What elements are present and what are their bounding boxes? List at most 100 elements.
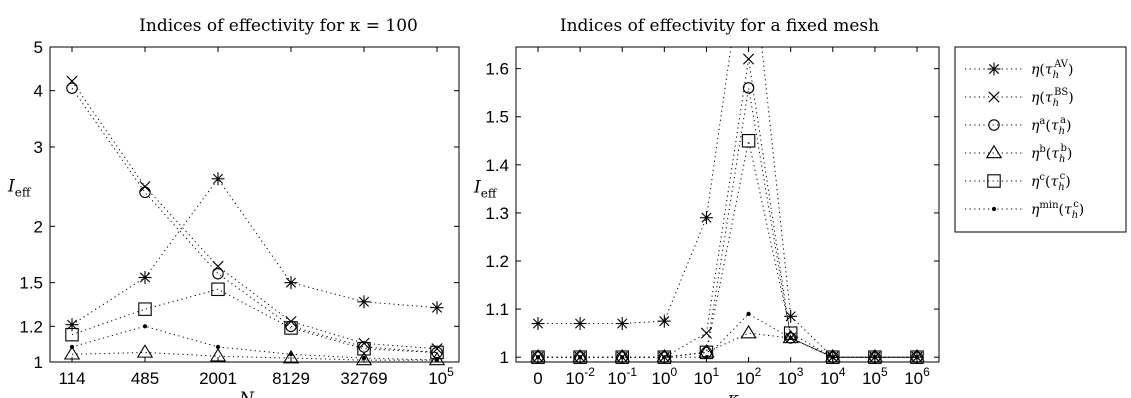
legend-arg: τ <box>1050 174 1058 190</box>
marker-circle <box>139 186 151 199</box>
legend-marker <box>991 206 997 212</box>
legend-label: η(τhBS) <box>1031 87 1074 109</box>
marker-square <box>138 302 152 316</box>
legend-label: ηa(τha) <box>1031 115 1071 137</box>
data-point <box>699 211 713 225</box>
marker-triangle <box>908 348 926 363</box>
data-point <box>571 348 589 363</box>
legend-base: η <box>1031 146 1040 162</box>
marker-triangle <box>866 348 884 363</box>
marker-stroke <box>742 53 755 65</box>
tick-base: 10 <box>607 369 626 388</box>
marker-square <box>615 350 629 364</box>
series-min-h-c <box>535 311 920 360</box>
y-tick-label: 1 <box>500 348 509 367</box>
x-tick-label: 106 <box>904 365 930 388</box>
series-line <box>538 140 917 358</box>
legend-paren: ( <box>1045 118 1050 134</box>
data-point <box>620 355 625 360</box>
y-tick-label: 1.5 <box>485 108 509 127</box>
tick-exponent: 3 <box>797 365 804 379</box>
axis-label-subscript: eff <box>15 186 32 200</box>
tick-exponent: 1 <box>713 365 720 379</box>
legend-paren: ) <box>1079 202 1084 218</box>
data-point <box>529 348 547 363</box>
tick-base: 10 <box>736 369 755 388</box>
data-point <box>138 270 152 284</box>
y-tick-label: 1.1 <box>485 300 509 319</box>
y-tick-label: 1.5 <box>19 274 43 293</box>
legend-arg-sub: h <box>1059 126 1065 137</box>
legend-arg: τ <box>1051 146 1059 162</box>
legend-paren: ( <box>1039 90 1044 106</box>
data-point <box>285 320 297 333</box>
y-tick-label: 4 <box>34 82 43 101</box>
data-point <box>138 302 152 316</box>
legend-label: ηc(τhc) <box>1031 171 1071 193</box>
marker-stroke <box>659 316 670 327</box>
x-tick-label: 2001 <box>199 369 237 388</box>
x-tick-label: 102 <box>736 365 762 388</box>
series-line <box>71 80 438 350</box>
marker-triangle <box>740 324 757 339</box>
legend-arg-sub: h <box>1053 70 1059 81</box>
legend-paren: ( <box>1059 202 1064 218</box>
marker-circle <box>66 82 78 94</box>
legend-arg-sup: c <box>1073 199 1079 210</box>
data-point <box>657 314 671 328</box>
axis-label-subscript: eff <box>481 187 498 201</box>
data-point <box>741 134 756 148</box>
marker-dot <box>746 311 751 317</box>
legend-arg-sup: c <box>1060 171 1066 182</box>
tick-base: 10 <box>778 369 797 388</box>
marker-dot <box>215 344 221 350</box>
data-point <box>282 349 300 364</box>
marker-triangle <box>529 348 547 363</box>
data-point <box>357 342 371 356</box>
y-axis-label: Ieff <box>7 177 32 200</box>
x-tick-label: 114 <box>58 369 85 388</box>
tick-exponent: -2 <box>584 365 595 379</box>
legend-arg: τ <box>1064 202 1072 218</box>
marker-stroke <box>785 311 796 322</box>
marker-stroke <box>617 318 628 329</box>
legend-box <box>954 46 1127 233</box>
tick-base: 10 <box>904 369 923 388</box>
marker-dot <box>434 357 440 363</box>
data-point <box>69 344 75 350</box>
legend-sup: b <box>1039 144 1045 155</box>
data-point <box>531 350 545 364</box>
marker-triangle <box>985 144 1003 159</box>
y-tick-label: 5 <box>34 38 43 57</box>
axis-label-base: I <box>473 178 481 198</box>
data-point <box>746 311 751 317</box>
marker-stroke <box>700 327 713 339</box>
data-point <box>136 344 154 358</box>
series-line <box>71 177 438 326</box>
legend-entry-asterisk: η(τhAV) <box>965 59 1073 81</box>
data-point <box>63 346 81 360</box>
marker-circle <box>988 119 1000 131</box>
series-min-h-c <box>69 324 440 363</box>
series-h-av <box>65 172 444 332</box>
legend-base: η <box>1031 90 1040 106</box>
legend-paren: ( <box>1046 146 1051 162</box>
axis-label-base: N <box>238 389 255 398</box>
chart-title: Indices of effectivity for κ = 100 <box>139 16 418 36</box>
marker-dot <box>991 206 997 212</box>
data-point <box>742 53 755 65</box>
legend-marker <box>987 62 1001 76</box>
data-point <box>614 348 631 363</box>
data-point <box>782 329 799 344</box>
marker-dot <box>620 355 625 360</box>
data-point <box>872 355 877 360</box>
series-line <box>538 47 917 358</box>
y-axis-label: Ieff <box>473 178 498 201</box>
data-point <box>573 317 587 331</box>
x-tick-label: 485 <box>131 369 159 388</box>
marker-triangle <box>614 348 631 363</box>
data-point <box>914 355 920 360</box>
marker-dot <box>69 344 75 350</box>
tick-base: 10 <box>652 369 671 388</box>
